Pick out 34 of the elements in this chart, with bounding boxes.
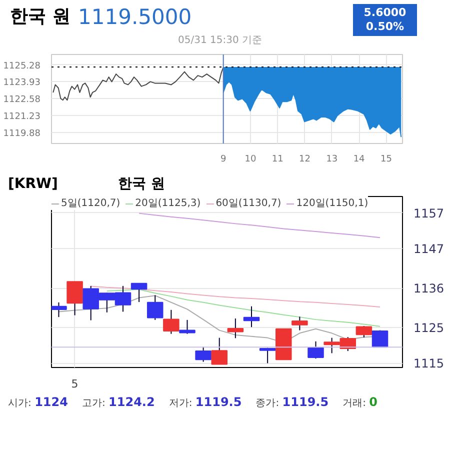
text: 시가: 1124: [8, 395, 68, 409]
y-tick-label: 1119.88: [3, 128, 41, 139]
legend-label: 60일(1130,7): [216, 197, 282, 210]
legend-label: 20일(1125,3): [135, 197, 201, 210]
x-tick-label: 12: [299, 154, 310, 164]
y-tick-label: 1125.28: [3, 61, 41, 72]
chart-title: 한국 원: [10, 5, 70, 29]
text: 0.50%: [366, 20, 404, 33]
text: [KRW]: [8, 175, 58, 194]
y-tick-label: 1125: [414, 320, 444, 335]
y-tick-label: 1121.23: [3, 112, 40, 122]
x-tick-label: 13: [326, 154, 338, 164]
x-tick-label: 14: [353, 154, 366, 164]
y-tick-label: 1136: [414, 282, 444, 296]
chart-title: 한국 원: [118, 175, 165, 194]
x-tick-label: 10: [244, 154, 256, 164]
y-tick-label: 1147: [414, 242, 444, 256]
x-tick-label: 9: [220, 154, 226, 164]
x-tick-label: 5: [71, 378, 78, 390]
text: 5.6000: [364, 6, 406, 19]
text: 1119.5000: [78, 4, 192, 31]
x-tick-label: 11: [272, 154, 284, 164]
chart-subtitle: 05/31 15:30 기준: [178, 34, 262, 48]
x-tick-label: 15: [380, 154, 392, 164]
legend-label: 5일(1120,7): [61, 197, 120, 210]
text: 종가: 1119.5: [256, 395, 329, 409]
legend-label: 120일(1150,1): [296, 197, 368, 210]
text: 고가: 1124.2: [82, 395, 155, 409]
text: 거래: 0: [342, 395, 378, 409]
y-tick-label: 1123.93: [3, 78, 40, 88]
text: 저가: 1119.5: [168, 395, 242, 409]
y-tick-label: 1157: [414, 206, 444, 220]
y-tick-label: 1122.58: [3, 95, 41, 106]
y-tick-label: 1115: [414, 356, 444, 371]
